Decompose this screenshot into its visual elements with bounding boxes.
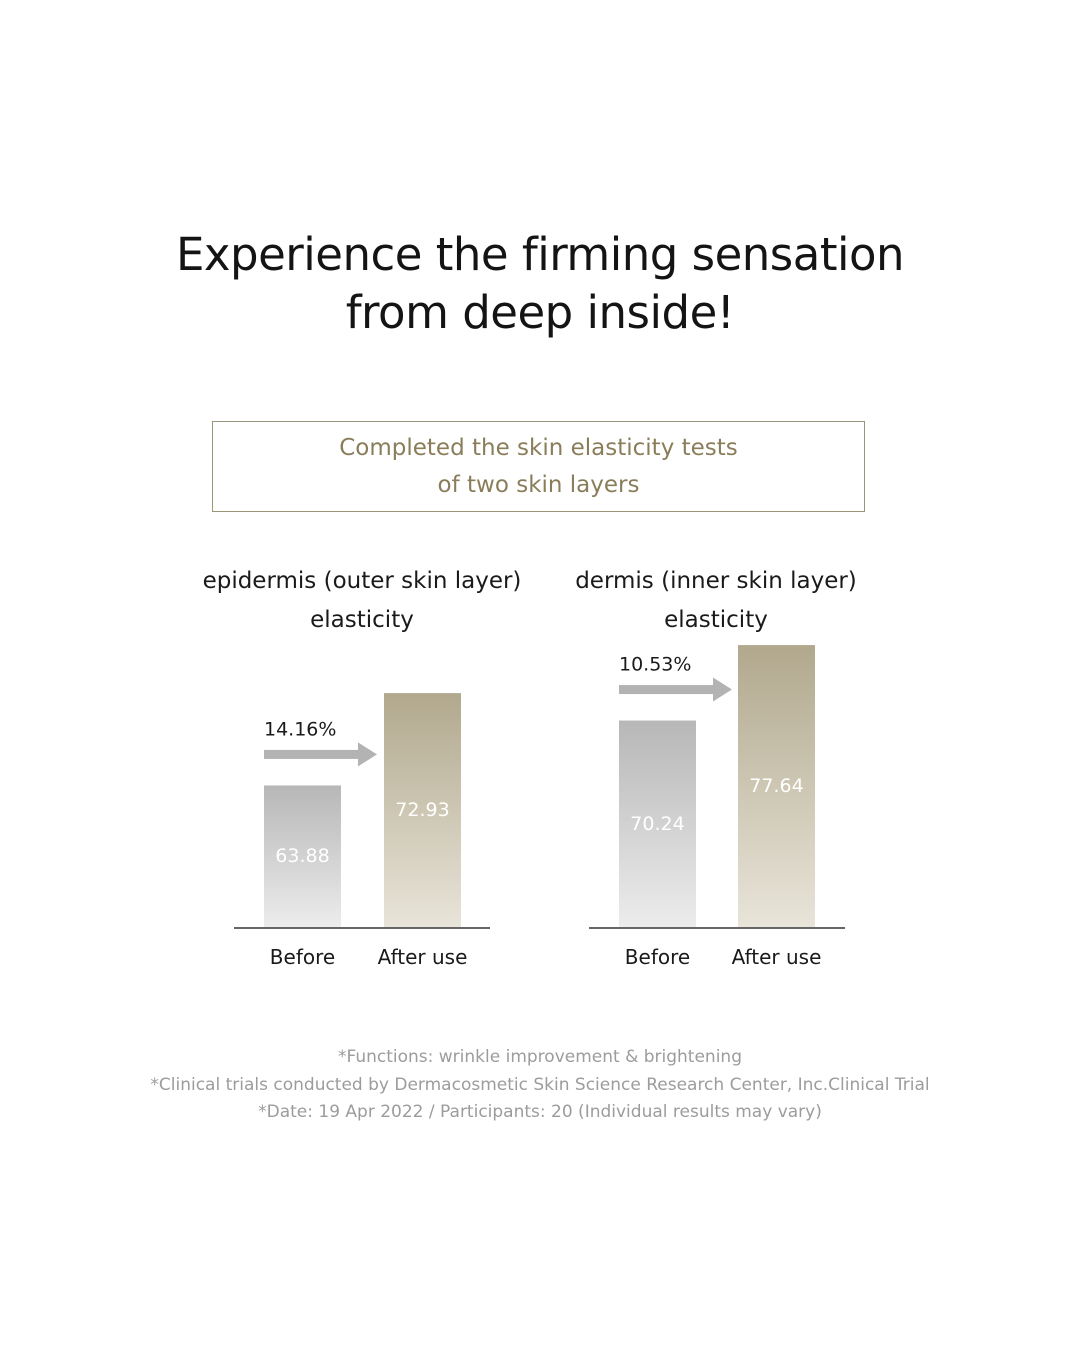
bar-before-value: 63.88 bbox=[275, 845, 329, 867]
bar-after-use bbox=[738, 645, 815, 927]
headline-line-1: Experience the firming sensation bbox=[175, 228, 905, 281]
chart-title-line-2: elasticity bbox=[310, 607, 414, 633]
category-label-after-use: After use bbox=[378, 945, 468, 969]
subtitle-line-2: of two skin layers bbox=[437, 472, 640, 498]
increase-percent-label: 14.16% bbox=[264, 718, 336, 740]
footnote-clinical-trial: *Clinical trials conducted by Dermacosme… bbox=[150, 1074, 930, 1095]
page-headline: Experience the firming sensation from de… bbox=[0, 226, 1080, 342]
chart-1: epidermis (outer skin layer) elasticity 63… bbox=[203, 568, 522, 969]
bar-before bbox=[264, 785, 341, 927]
increase-arrow-icon bbox=[713, 677, 732, 702]
increase-arrow-shaft bbox=[264, 749, 359, 759]
bar-after-use-value: 72.93 bbox=[395, 799, 449, 821]
subtitle-box: Completed the skin elasticity tests of t… bbox=[212, 421, 865, 512]
increase-arrow-shaft bbox=[619, 685, 714, 695]
bar-after-use-value: 77.64 bbox=[749, 775, 803, 797]
category-label-before: Before bbox=[270, 945, 335, 969]
chart-2: dermis (inner skin layer) elasticity 70.24… bbox=[575, 568, 857, 969]
footnotes: *Functions: wrinkle improvement & bright… bbox=[0, 1044, 1080, 1127]
bar-before-value: 70.24 bbox=[630, 813, 684, 835]
bar-before bbox=[619, 720, 696, 927]
category-label-after-use: After use bbox=[732, 945, 822, 969]
category-label-before: Before bbox=[625, 945, 690, 969]
chart-title-line-1: dermis (inner skin layer) bbox=[575, 568, 857, 594]
bar-after-use bbox=[384, 693, 461, 927]
chart-title-line-1: epidermis (outer skin layer) bbox=[203, 568, 522, 594]
increase-percent-label: 10.53% bbox=[619, 654, 691, 676]
increase-arrow-icon bbox=[358, 742, 377, 767]
subtitle-line-1: Completed the skin elasticity tests bbox=[339, 435, 738, 461]
footnote-functions: *Functions: wrinkle improvement & bright… bbox=[337, 1047, 742, 1067]
chart-title-line-2: elasticity bbox=[664, 607, 768, 633]
footnote-date-participants: *Date: 19 Apr 2022 / Participants: 20 (I… bbox=[258, 1102, 822, 1122]
headline-line-2: from deep inside! bbox=[345, 286, 735, 339]
